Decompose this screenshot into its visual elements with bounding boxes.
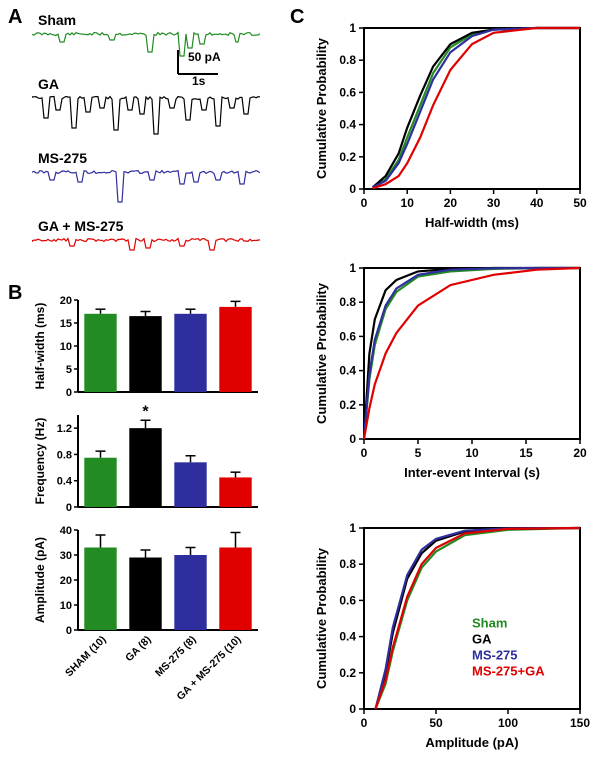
scale-y-label: 50 pA bbox=[188, 50, 221, 64]
svg-text:1: 1 bbox=[349, 521, 356, 535]
svg-text:0.8: 0.8 bbox=[339, 53, 356, 67]
svg-text:20: 20 bbox=[573, 446, 587, 460]
svg-text:0: 0 bbox=[349, 182, 356, 196]
svg-text:Inter-event Interval (s): Inter-event Interval (s) bbox=[404, 465, 540, 480]
svg-text:0.2: 0.2 bbox=[339, 666, 356, 680]
svg-text:1: 1 bbox=[349, 21, 356, 35]
svg-text:0.6: 0.6 bbox=[339, 85, 356, 99]
svg-text:15: 15 bbox=[60, 318, 72, 330]
svg-text:Half-width (ms): Half-width (ms) bbox=[425, 215, 519, 230]
svg-text:100: 100 bbox=[498, 716, 518, 730]
panel-label-c: C bbox=[290, 6, 304, 29]
svg-text:Amplitude (pA): Amplitude (pA) bbox=[425, 735, 518, 750]
cdf-iei: 0 5 10 15 20 0 0.2 0.4 0.6 0.8 1 Inter-event Interv… bbox=[310, 260, 590, 485]
svg-text:20: 20 bbox=[60, 575, 72, 587]
svg-text:5: 5 bbox=[66, 364, 72, 376]
svg-text:40: 40 bbox=[60, 525, 72, 537]
svg-text:40: 40 bbox=[530, 196, 544, 210]
svg-text:0: 0 bbox=[66, 387, 72, 399]
bar-frequency: 0 0.4 0.8 1.2 Frequency (Hz) * bbox=[30, 405, 266, 515]
svg-text:15: 15 bbox=[519, 446, 533, 460]
svg-text:1: 1 bbox=[349, 261, 356, 275]
svg-text:Half-width (ms): Half-width (ms) bbox=[33, 303, 47, 390]
svg-text:SHAM (10): SHAM (10) bbox=[63, 634, 109, 680]
svg-text:0.4: 0.4 bbox=[339, 364, 356, 378]
svg-text:150: 150 bbox=[570, 716, 590, 730]
svg-text:50: 50 bbox=[573, 196, 587, 210]
cdf-amplitude: 0 50 100 150 0 0.2 0.4 0.6 0.8 1 Amplitude (pA) Cum… bbox=[310, 520, 590, 755]
svg-text:0.4: 0.4 bbox=[339, 118, 356, 132]
svg-text:30: 30 bbox=[60, 550, 72, 562]
svg-text:5: 5 bbox=[415, 446, 422, 460]
svg-text:0.8: 0.8 bbox=[57, 449, 72, 461]
bar-amplitude: 0 10 20 30 40 Amplitude (pA) SHAM (10) GA (8)MS… bbox=[30, 520, 266, 700]
svg-text:Amplitude (pA): Amplitude (pA) bbox=[33, 537, 47, 623]
svg-text:0: 0 bbox=[361, 716, 368, 730]
bar-halfwidth: 0 5 10 15 20 Half-width (ms) bbox=[30, 290, 266, 400]
svg-text:0.2: 0.2 bbox=[339, 150, 356, 164]
trace-ms275 bbox=[32, 164, 260, 206]
svg-text:10: 10 bbox=[401, 196, 415, 210]
panel-label-b: B bbox=[8, 282, 22, 305]
svg-text:0: 0 bbox=[361, 196, 368, 210]
svg-text:20: 20 bbox=[444, 196, 458, 210]
svg-text:0.4: 0.4 bbox=[339, 630, 356, 644]
svg-text:0: 0 bbox=[349, 432, 356, 446]
svg-text:Cumulative Probability: Cumulative Probability bbox=[314, 37, 329, 179]
svg-text:MS-275+GA: MS-275+GA bbox=[472, 664, 545, 679]
svg-text:Cumulative Probability: Cumulative Probability bbox=[314, 547, 329, 689]
svg-text:Cumulative Probability: Cumulative Probability bbox=[314, 282, 329, 424]
svg-text:0.2: 0.2 bbox=[339, 398, 356, 412]
svg-text:10: 10 bbox=[60, 341, 72, 353]
svg-text:0.4: 0.4 bbox=[57, 476, 73, 488]
svg-text:0.6: 0.6 bbox=[339, 593, 356, 607]
svg-text:30: 30 bbox=[487, 196, 501, 210]
svg-text:10: 10 bbox=[60, 600, 72, 612]
svg-text:Frequency (Hz): Frequency (Hz) bbox=[33, 418, 47, 505]
svg-text:GA (8): GA (8) bbox=[123, 634, 153, 664]
scale-x-label: 1s bbox=[192, 74, 205, 88]
svg-text:MS-275: MS-275 bbox=[472, 648, 518, 663]
svg-text:0: 0 bbox=[361, 446, 368, 460]
svg-text:20: 20 bbox=[60, 295, 72, 307]
svg-text:0.8: 0.8 bbox=[339, 557, 356, 571]
svg-text:Sham: Sham bbox=[472, 616, 507, 631]
svg-text:GA: GA bbox=[472, 632, 492, 647]
svg-text:0: 0 bbox=[66, 502, 72, 514]
svg-text:*: * bbox=[142, 405, 149, 420]
svg-text:1.2: 1.2 bbox=[57, 423, 72, 435]
svg-text:0: 0 bbox=[349, 702, 356, 716]
svg-text:0.6: 0.6 bbox=[339, 329, 356, 343]
cdf-halfwidth: 0 10 20 30 40 50 0 0.2 0.4 0.6 0.8 1 Half-width (ms)… bbox=[310, 20, 590, 235]
svg-text:0: 0 bbox=[66, 625, 72, 637]
panel-label-a: A bbox=[8, 6, 22, 29]
svg-text:0.8: 0.8 bbox=[339, 295, 356, 309]
svg-text:50: 50 bbox=[429, 716, 443, 730]
trace-ga bbox=[32, 90, 260, 138]
svg-text:10: 10 bbox=[465, 446, 479, 460]
trace-ms275ga bbox=[32, 232, 260, 260]
svg-text:MS-275 (8): MS-275 (8) bbox=[153, 634, 199, 680]
